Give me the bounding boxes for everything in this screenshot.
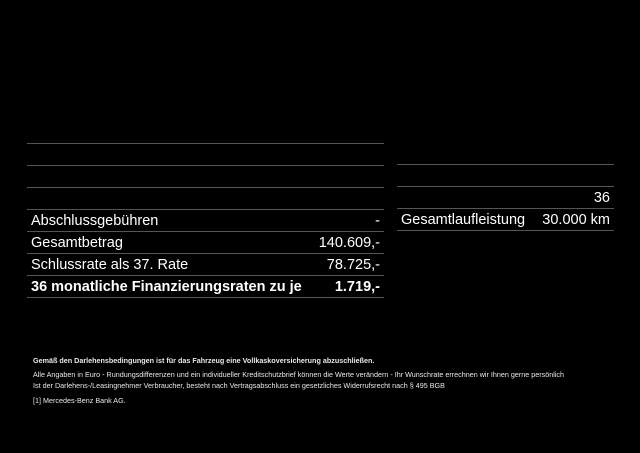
table-row xyxy=(397,164,614,186)
table-row-total-mileage: Gesamtlaufleistung 30.000 km xyxy=(397,208,614,231)
lender-note: [1] Mercedes-Benz Bank AG. xyxy=(33,396,126,405)
table-row xyxy=(27,165,384,187)
table-row xyxy=(27,143,384,165)
table-row-term: 36 xyxy=(397,186,614,208)
table-row-monthly-rate: 36 monatliche Finanzierungsraten zu je 1.… xyxy=(27,275,384,298)
withdrawal-note: Ist der Darlehens-/Leasingnehmer Verbrau… xyxy=(33,381,445,390)
disclaimer-note: Alle Angaben in Euro - Rundungsdifferenz… xyxy=(33,370,564,379)
table-row-final-rate: Schlussrate als 37. Rate 78.725,- xyxy=(27,253,384,275)
insurance-note: Gemäß den Darlehensbedingungen ist für d… xyxy=(33,356,375,365)
table-row-total-amount: Gesamtbetrag 140.609,- xyxy=(27,231,384,253)
financing-table-left: Abschlussgebühren - Gesamtbetrag 140.609,-… xyxy=(27,143,384,298)
table-row-closing-fees: Abschlussgebühren - xyxy=(27,209,384,231)
financing-table-right: 36 Gesamtlaufleistung 30.000 km xyxy=(397,164,614,231)
table-row xyxy=(27,187,384,209)
